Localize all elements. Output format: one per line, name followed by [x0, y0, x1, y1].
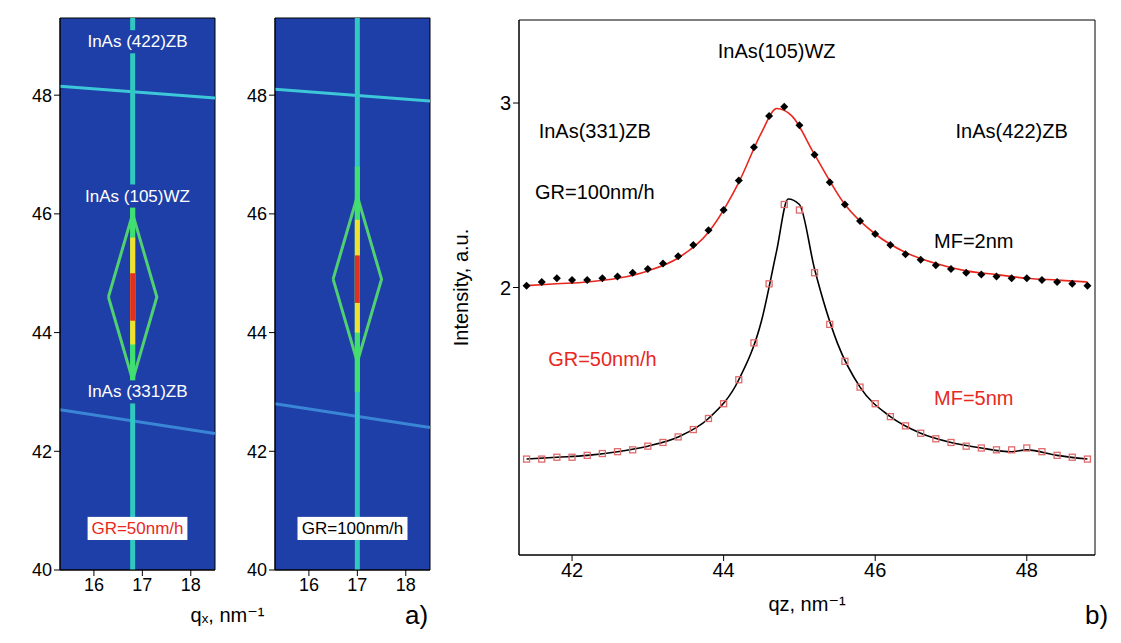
svg-text:qz, nm⁻¹: qz, nm⁻¹	[768, 593, 846, 615]
svg-text:18: 18	[181, 575, 201, 595]
svg-text:44: 44	[247, 323, 267, 343]
html-text:b): b)	[1085, 600, 1109, 630]
svg-text:3: 3	[500, 92, 511, 114]
svg-text:16: 16	[299, 575, 319, 595]
svg-text:17: 17	[347, 575, 367, 595]
svg-text:InAs(105)WZ: InAs(105)WZ	[718, 40, 836, 62]
svg-text:16: 16	[84, 575, 104, 595]
svg-text:18: 18	[396, 575, 416, 595]
svg-text:GR=50nm/h: GR=50nm/h	[91, 519, 183, 538]
svg-text:InAs (105)WZ: InAs (105)WZ	[85, 187, 190, 206]
svg-text:MF=2nm: MF=2nm	[934, 230, 1013, 252]
svg-text:2: 2	[500, 277, 511, 299]
svg-text:44: 44	[32, 323, 52, 343]
svg-text:42: 42	[561, 559, 583, 581]
svg-text:48: 48	[247, 86, 267, 106]
svg-text:InAs(331)ZB: InAs(331)ZB	[539, 120, 651, 142]
svg-text:InAs (422)ZB: InAs (422)ZB	[87, 32, 187, 51]
svg-text:GR=100nm/h: GR=100nm/h	[302, 519, 404, 538]
svg-text:MF=5nm: MF=5nm	[934, 387, 1013, 409]
svg-text:40: 40	[247, 560, 267, 580]
svg-text:46: 46	[247, 204, 267, 224]
svg-text:46: 46	[32, 204, 52, 224]
svg-text:44: 44	[713, 559, 735, 581]
svg-text:42: 42	[32, 442, 52, 462]
svg-text:17: 17	[132, 575, 152, 595]
svg-text:InAs (331)ZB: InAs (331)ZB	[87, 382, 187, 401]
svg-text:40: 40	[32, 560, 52, 580]
svg-text:Intensity, a.u.: Intensity, a.u.	[450, 229, 472, 346]
html-text:qₓ, nm⁻¹: qₓ, nm⁻¹	[190, 604, 265, 626]
html-text:a): a)	[405, 600, 429, 630]
svg-text:InAs(422)ZB: InAs(422)ZB	[955, 120, 1067, 142]
svg-text:42: 42	[247, 442, 267, 462]
svg-text:46: 46	[864, 559, 886, 581]
svg-text:GR=100nm/h: GR=100nm/h	[535, 181, 655, 203]
svg-text:48: 48	[1016, 559, 1038, 581]
svg-text:GR=50nm/h: GR=50nm/h	[548, 348, 656, 370]
svg-text:48: 48	[32, 86, 52, 106]
